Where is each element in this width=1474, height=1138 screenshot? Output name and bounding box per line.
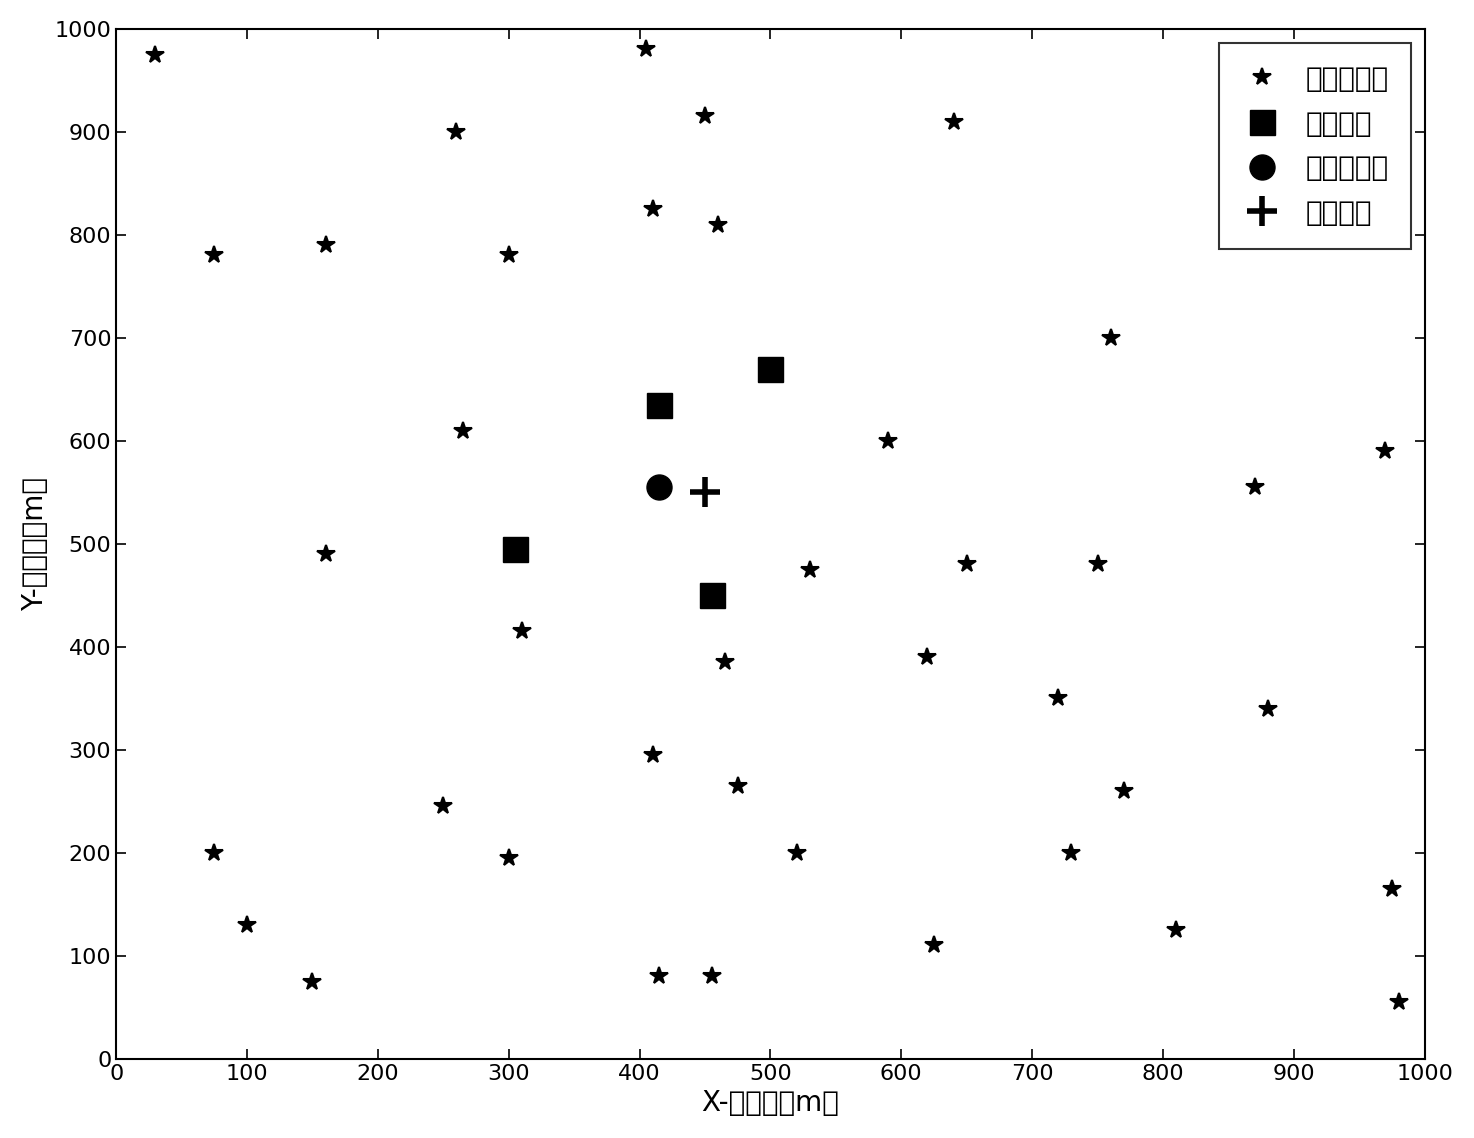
传感器节点: [637, 42, 654, 56]
传感器节点: [728, 780, 746, 793]
传感器节点: [1114, 784, 1132, 798]
传感器节点: [454, 423, 472, 437]
传感器节点: [317, 238, 335, 251]
传感器节点: [1063, 846, 1080, 859]
传感器节点: [787, 846, 805, 859]
传感器节点: [926, 939, 943, 953]
Legend: 传感器节点, 参考节点, 信号发射源, 定位结果: 传感器节点, 参考节点, 信号发射源, 定位结果: [1219, 43, 1411, 249]
传感器节点: [1167, 923, 1185, 937]
传感器节点: [945, 115, 963, 129]
参考节点: [762, 362, 780, 376]
传感器节点: [696, 109, 713, 123]
传感器节点: [716, 655, 734, 669]
传感器节点: [239, 918, 256, 932]
参考节点: [507, 542, 525, 555]
传感器节点: [1383, 882, 1400, 896]
传感器节点: [958, 558, 976, 571]
传感器节点: [918, 650, 936, 663]
传感器节点: [644, 203, 662, 216]
传感器节点: [1246, 480, 1263, 494]
传感器节点: [205, 248, 223, 262]
传感器节点: [513, 625, 531, 638]
传感器节点: [650, 970, 668, 983]
传感器节点: [709, 217, 727, 231]
传感器节点: [1377, 444, 1394, 457]
传感器节点: [1049, 692, 1067, 706]
传感器节点: [435, 800, 453, 814]
传感器节点: [146, 48, 164, 61]
参考节点: [703, 588, 721, 602]
传感器节点: [448, 125, 466, 139]
传感器节点: [880, 434, 898, 447]
X-axis label: X-坐标轴（m）: X-坐标轴（m）: [702, 1089, 839, 1118]
传感器节点: [1089, 558, 1107, 571]
传感器节点: [1103, 331, 1120, 345]
传感器节点: [205, 846, 223, 859]
参考节点: [650, 398, 668, 412]
传感器节点: [1390, 996, 1408, 1009]
Y-axis label: Y-坐标轴（m）: Y-坐标轴（m）: [21, 477, 49, 611]
传感器节点: [800, 562, 818, 576]
Line: 传感器节点: 传感器节点: [146, 41, 1408, 1012]
传感器节点: [703, 970, 721, 983]
传感器节点: [500, 851, 517, 865]
传感器节点: [500, 248, 517, 262]
Line: 参考节点: 参考节点: [503, 356, 783, 608]
传感器节点: [304, 974, 321, 988]
传感器节点: [317, 547, 335, 561]
传感器节点: [1259, 702, 1276, 716]
传感器节点: [644, 748, 662, 761]
